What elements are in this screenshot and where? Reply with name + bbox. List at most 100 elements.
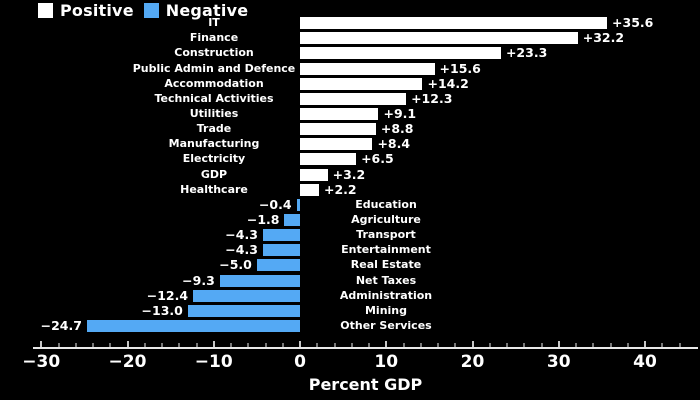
bar bbox=[300, 77, 423, 90]
x-axis-tick bbox=[299, 341, 301, 347]
bar bbox=[300, 32, 578, 45]
bar bbox=[300, 123, 376, 136]
x-axis-minor-tick bbox=[230, 343, 232, 347]
category-label: Technical Activities bbox=[154, 91, 274, 105]
x-axis-minor-tick bbox=[109, 343, 112, 347]
category-label: Manufacturing bbox=[168, 137, 260, 151]
value-label: −5.0 bbox=[219, 257, 252, 273]
x-axis-minor-tick bbox=[195, 343, 198, 347]
bar bbox=[300, 47, 501, 60]
value-label: +15.6 bbox=[439, 60, 481, 76]
value-label: +6.5 bbox=[361, 151, 394, 167]
value-label: −9.3 bbox=[182, 272, 215, 288]
category-label: Entertainment bbox=[341, 243, 431, 257]
bar bbox=[193, 289, 300, 302]
category-label: IT bbox=[208, 16, 220, 30]
x-axis-minor-tick bbox=[523, 343, 526, 347]
category-label: Net Taxes bbox=[355, 273, 417, 287]
value-label: +12.3 bbox=[411, 90, 453, 106]
x-axis-minor-tick bbox=[402, 343, 405, 347]
x-axis-minor-tick bbox=[316, 343, 319, 347]
value-label: −12.4 bbox=[146, 287, 189, 303]
x-axis-tick-label: −20 bbox=[108, 352, 147, 372]
category-label: Electricity bbox=[182, 152, 246, 166]
value-label: +35.6 bbox=[612, 15, 654, 31]
bar bbox=[187, 304, 300, 317]
x-axis-minor-tick bbox=[488, 343, 491, 347]
category-label: Education bbox=[355, 197, 417, 211]
x-axis-tick bbox=[557, 341, 560, 347]
legend-item-negative: Negative bbox=[143, 1, 249, 20]
value-label: +23.3 bbox=[505, 45, 548, 61]
bar bbox=[86, 320, 300, 333]
x-axis-minor-tick bbox=[264, 343, 267, 347]
category-label: Transport bbox=[356, 228, 416, 242]
bar bbox=[300, 138, 373, 151]
category-label: Healthcare bbox=[180, 182, 248, 196]
bar bbox=[262, 244, 300, 257]
x-axis-minor-tick bbox=[57, 343, 60, 347]
x-axis-tick bbox=[212, 341, 215, 347]
x-axis-minor-tick bbox=[609, 343, 612, 347]
category-label: Administration bbox=[339, 288, 433, 302]
x-axis-minor-tick bbox=[178, 343, 181, 347]
x-axis-minor-tick bbox=[161, 343, 163, 347]
value-label: −4.3 bbox=[225, 227, 258, 243]
legend-label-negative: Negative bbox=[165, 1, 249, 20]
legend-swatch-negative bbox=[143, 3, 159, 18]
x-axis-tick bbox=[385, 341, 388, 347]
bar bbox=[300, 62, 435, 75]
bar bbox=[284, 214, 300, 227]
x-axis-minor-tick bbox=[661, 343, 664, 347]
x-axis-minor-tick bbox=[678, 343, 681, 347]
value-label: −24.7 bbox=[40, 318, 82, 334]
legend-label-positive: Positive bbox=[60, 1, 134, 20]
x-axis-minor-tick bbox=[575, 343, 577, 347]
value-label: −0.4 bbox=[258, 196, 292, 212]
legend: Positive Negative bbox=[38, 1, 248, 20]
bar bbox=[300, 107, 379, 120]
category-label: Mining bbox=[364, 303, 408, 317]
x-axis-minor-tick bbox=[247, 343, 250, 347]
x-axis-minor-tick bbox=[350, 343, 353, 347]
bar bbox=[219, 274, 300, 287]
bar bbox=[262, 229, 300, 242]
x-axis-minor-tick bbox=[74, 343, 77, 347]
bar bbox=[296, 198, 300, 211]
bar bbox=[300, 153, 357, 166]
x-axis-tick-label: 20 bbox=[460, 352, 485, 372]
x-axis-tick-label: 0 bbox=[294, 352, 306, 372]
value-label: +8.8 bbox=[380, 121, 414, 137]
x-axis-tick-label: −10 bbox=[194, 352, 233, 372]
category-label: Public Admin and Defence bbox=[132, 61, 296, 75]
x-axis-tick bbox=[471, 341, 474, 347]
x-axis-minor-tick bbox=[333, 343, 336, 347]
category-label: Agriculture bbox=[351, 213, 421, 227]
x-axis-minor-tick bbox=[540, 343, 543, 347]
bar bbox=[300, 92, 407, 105]
x-axis-title: Percent GDP bbox=[308, 375, 423, 394]
bar bbox=[300, 183, 319, 196]
value-label: +14.2 bbox=[427, 75, 469, 91]
x-axis-tick bbox=[644, 341, 646, 347]
value-label: +9.1 bbox=[383, 105, 417, 121]
x-axis-minor-tick bbox=[506, 343, 508, 347]
legend-swatch-positive bbox=[38, 3, 53, 18]
value-label: +32.2 bbox=[582, 30, 625, 46]
category-label: Finance bbox=[189, 31, 239, 45]
x-axis-minor-tick bbox=[281, 343, 284, 347]
category-label: Construction bbox=[174, 46, 254, 60]
x-axis-tick-label: −30 bbox=[22, 352, 61, 372]
category-label: Accommodation bbox=[164, 76, 264, 90]
x-axis-tick bbox=[126, 341, 129, 347]
value-label: −13.0 bbox=[141, 302, 183, 318]
category-label: Other Services bbox=[340, 319, 432, 333]
x-axis-line bbox=[33, 347, 698, 349]
x-axis-minor-tick bbox=[592, 343, 595, 347]
value-label: −1.8 bbox=[246, 212, 280, 228]
bar bbox=[300, 168, 328, 181]
x-axis-minor-tick bbox=[437, 343, 439, 347]
x-axis-tick-label: 40 bbox=[633, 352, 657, 372]
x-axis-tick-label: 10 bbox=[374, 352, 399, 372]
